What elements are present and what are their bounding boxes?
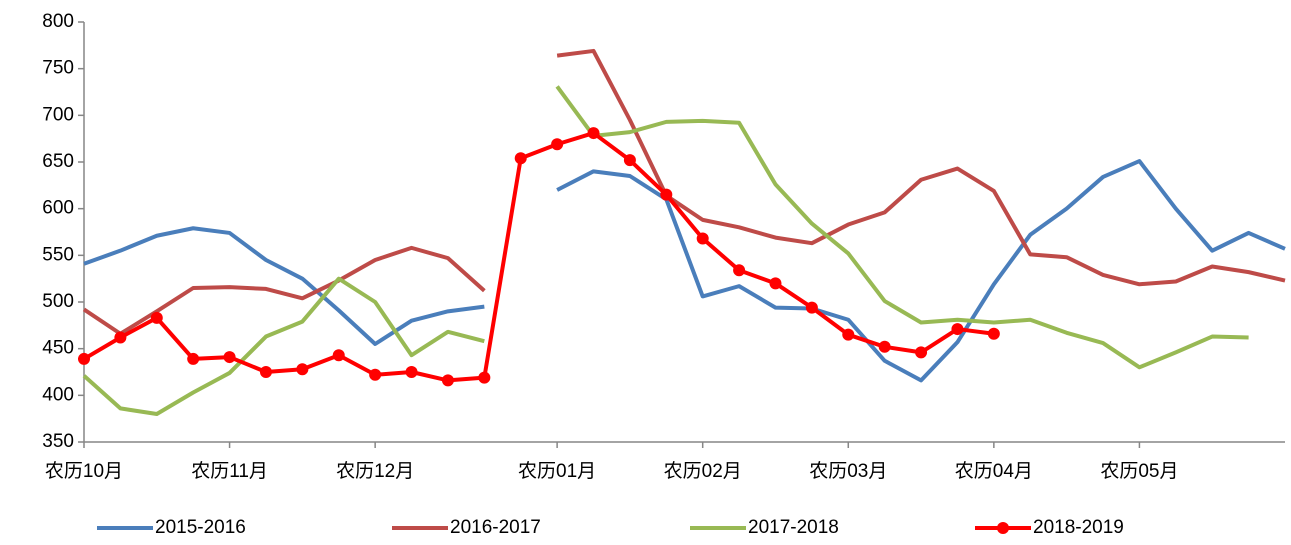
- y-tick-label: 350: [42, 431, 74, 452]
- legend-marker: [997, 522, 1009, 534]
- series-line: [82, 48, 1286, 336]
- series-line: [83, 159, 1286, 383]
- point: [150, 311, 163, 324]
- point: [332, 349, 345, 362]
- point: [369, 368, 382, 381]
- y-tick-label: 700: [42, 104, 74, 125]
- point: [769, 277, 782, 290]
- point: [405, 366, 418, 378]
- x-tick-label: 农历03月: [809, 460, 887, 482]
- legend-label: 2018-2019: [1033, 517, 1124, 538]
- y-tick-label: 750: [42, 58, 74, 79]
- legend-label: 2016-2017: [450, 517, 541, 538]
- x-tick-label: 农历11月: [191, 460, 268, 482]
- series-line: [82, 85, 1249, 416]
- x-tick-label: 农历05月: [1100, 460, 1178, 482]
- point: [114, 331, 127, 344]
- series-line: [82, 131, 995, 383]
- legend-label: 2017-2018: [748, 517, 839, 538]
- point: [78, 352, 90, 365]
- point: [842, 328, 855, 341]
- point: [805, 301, 818, 314]
- point: [696, 232, 709, 245]
- y-tick-label: 450: [42, 338, 74, 359]
- point: [878, 340, 891, 353]
- x-tick-label: 农历04月: [955, 460, 1033, 482]
- x-tick-label: 农历12月: [336, 460, 414, 482]
- legend-label: 2015-2016: [155, 517, 246, 538]
- point: [623, 154, 636, 167]
- point: [951, 323, 964, 336]
- x-tick-label: 农历01月: [518, 460, 596, 482]
- y-tick-label: 800: [42, 11, 74, 32]
- point: [441, 374, 454, 387]
- point: [514, 152, 527, 165]
- x-tick-label: 农历02月: [664, 460, 742, 482]
- point: [259, 366, 272, 378]
- point: [187, 352, 200, 365]
- y-tick-label: 550: [42, 244, 74, 265]
- point: [587, 127, 600, 140]
- point: [478, 371, 491, 384]
- point: [733, 264, 746, 277]
- point: [987, 327, 1000, 340]
- point: [915, 346, 928, 359]
- y-tick-label: 400: [42, 384, 74, 405]
- x-tick-label: 农历10月: [45, 460, 123, 482]
- point: [660, 188, 673, 201]
- point: [296, 363, 309, 376]
- y-tick-label: 500: [42, 291, 74, 312]
- point: [551, 138, 564, 151]
- y-tick-label: 650: [42, 151, 74, 172]
- point: [223, 351, 236, 364]
- y-tick-label: 600: [42, 198, 74, 219]
